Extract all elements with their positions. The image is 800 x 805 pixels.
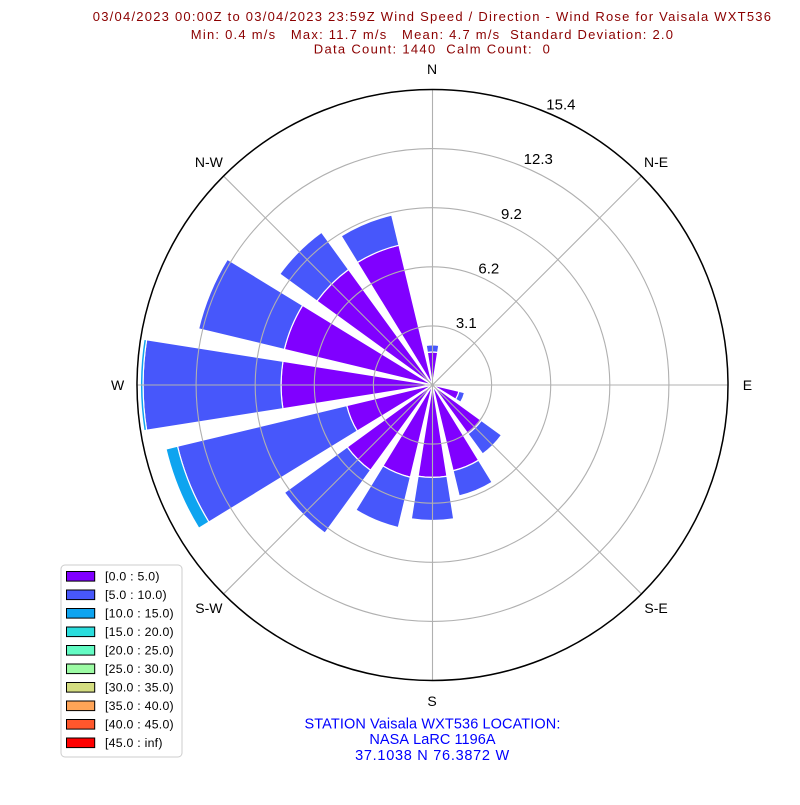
svg-text:03/04/2023 00:00Z to 03/04/202: 03/04/2023 00:00Z to 03/04/2023 23:59Z W… <box>93 9 772 24</box>
svg-text:[15.0 : 20.0): [15.0 : 20.0) <box>105 625 174 639</box>
svg-text:S-W: S-W <box>195 600 223 616</box>
svg-text:[0.0 : 5.0): [0.0 : 5.0) <box>105 570 160 584</box>
svg-text:N-E: N-E <box>644 154 668 170</box>
svg-text:NASA LaRC 1196A: NASA LaRC 1196A <box>369 732 495 748</box>
svg-text:N: N <box>427 61 437 77</box>
svg-text:12.3: 12.3 <box>524 151 553 168</box>
svg-text:[10.0 : 15.0): [10.0 : 15.0) <box>105 607 174 621</box>
svg-text:[20.0 : 25.0): [20.0 : 25.0) <box>105 644 174 658</box>
svg-text:9.2: 9.2 <box>501 206 522 223</box>
svg-text:S: S <box>427 693 436 709</box>
svg-text:Data Count: 1440 Calm Count:: Data Count: 1440 Calm Count: 0 <box>314 41 551 56</box>
svg-text:37.1038 N 76.3872 W: 37.1038 N 76.3872 W <box>355 748 510 764</box>
svg-text:STATION Vaisala WXT536 LOCATIO: STATION Vaisala WXT536 LOCATION: <box>305 716 561 732</box>
svg-text:15.4: 15.4 <box>546 97 575 114</box>
svg-text:[25.0 : 30.0): [25.0 : 30.0) <box>105 662 174 676</box>
svg-text:[45.0 : inf): [45.0 : inf) <box>105 736 163 750</box>
svg-text:E: E <box>743 377 752 393</box>
svg-text:[35.0 : 40.0): [35.0 : 40.0) <box>105 699 174 713</box>
svg-text:N-W: N-W <box>195 154 224 170</box>
svg-text:[5.0 : 10.0): [5.0 : 10.0) <box>105 588 167 602</box>
svg-text:[30.0 : 35.0): [30.0 : 35.0) <box>105 681 174 695</box>
svg-text:3.1: 3.1 <box>456 315 477 332</box>
svg-text:[40.0 : 45.0): [40.0 : 45.0) <box>105 718 174 732</box>
svg-text:6.2: 6.2 <box>478 260 499 277</box>
svg-text:Min: 0.4 m/s Max: 11.7 m/s: Min: 0.4 m/s Max: 11.7 m/s Mean: 4.7 m/s… <box>191 27 674 42</box>
svg-text:S-E: S-E <box>644 600 667 616</box>
svg-text:W: W <box>111 377 125 393</box>
